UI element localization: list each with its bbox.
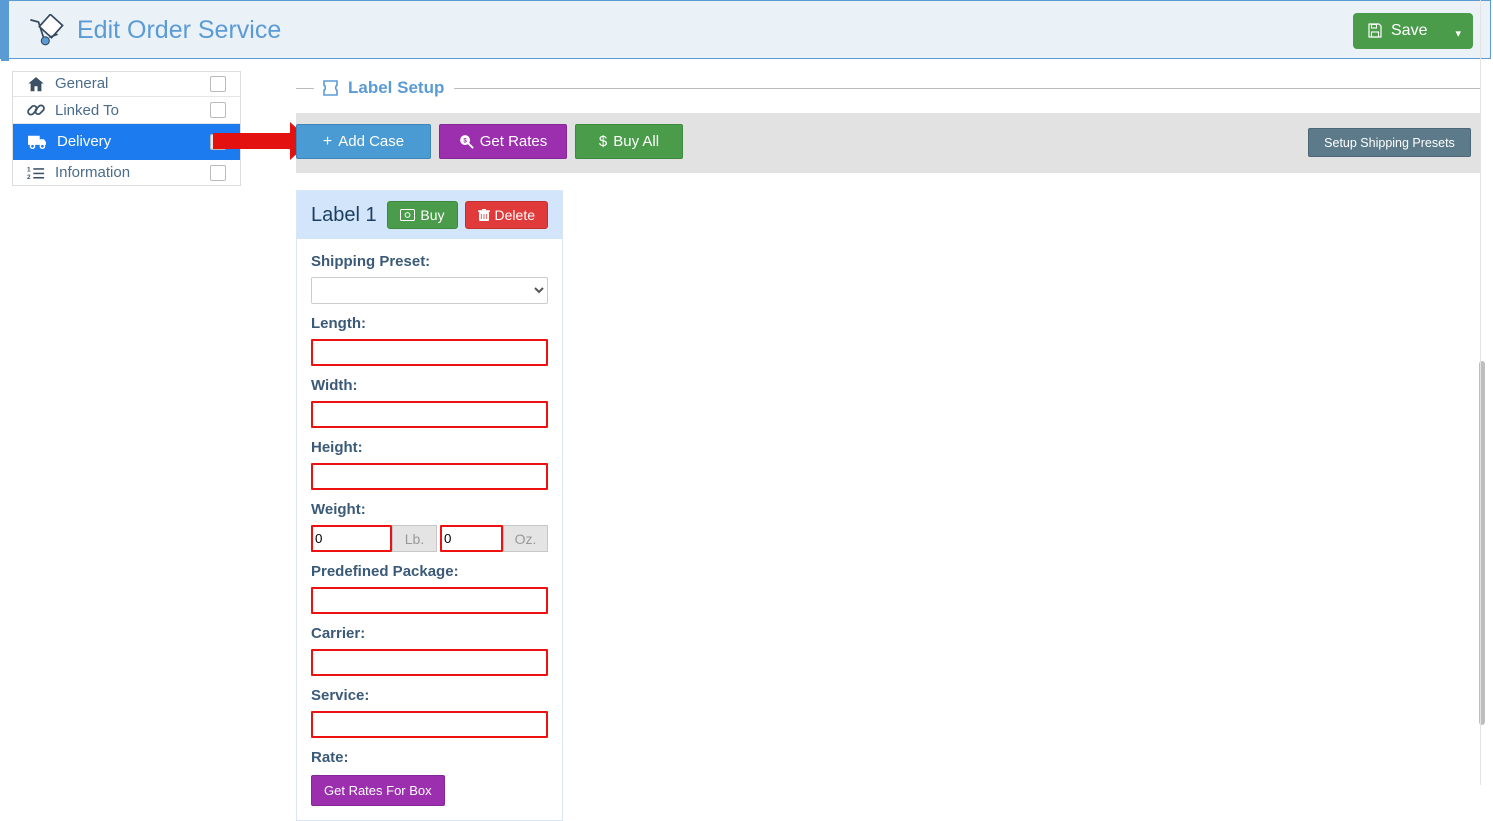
svg-text:1: 1: [27, 166, 31, 173]
svg-text:2: 2: [27, 174, 31, 181]
